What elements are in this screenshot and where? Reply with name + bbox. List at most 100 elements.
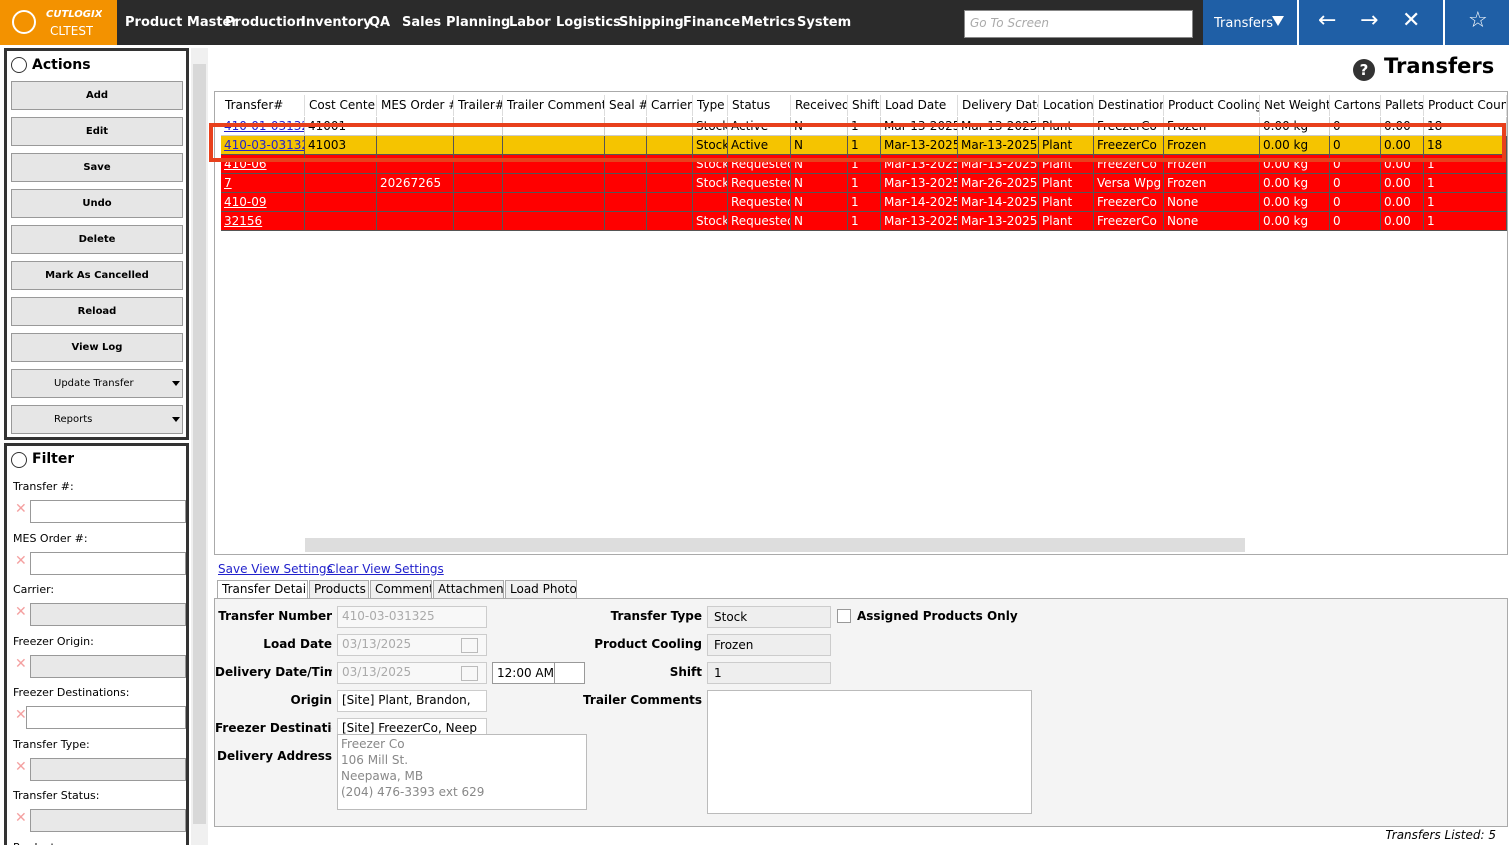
clear-icon[interactable]: ✕: [15, 553, 27, 569]
column-header[interactable]: Cartons: [1330, 95, 1381, 116]
field-input[interactable]: [Site] Plant, Brandon,: [337, 690, 487, 712]
field-select[interactable]: Stock: [707, 606, 831, 628]
menu-item[interactable]: QA: [369, 15, 390, 30]
tab[interactable]: Products: [309, 580, 369, 599]
filter-input[interactable]: [30, 603, 186, 626]
clear-icon[interactable]: ✕: [15, 604, 27, 620]
filter-input[interactable]: [30, 655, 186, 678]
column-header[interactable]: Net Weight: [1260, 95, 1330, 116]
address-line: Freezer Co: [341, 737, 405, 751]
menu-item[interactable]: Logistics: [556, 15, 621, 30]
action-button[interactable]: Reload: [11, 297, 183, 326]
dropdown-button[interactable]: Reports: [11, 405, 183, 434]
menu-item[interactable]: System: [797, 15, 851, 30]
grid-cell[interactable]: 32156: [221, 212, 305, 231]
grid-cell: 1: [848, 174, 881, 193]
action-button[interactable]: Delete: [11, 225, 183, 254]
dropdown-arrow: [1272, 16, 1284, 26]
tab[interactable]: Comments: [370, 580, 432, 599]
action-button[interactable]: Save: [11, 153, 183, 182]
field-label: Trailer Comments: [555, 693, 702, 707]
h-scrollbar: [305, 538, 1245, 552]
tab[interactable]: Transfer Details: [217, 580, 308, 599]
column-header[interactable]: Location: [1039, 95, 1094, 116]
column-header[interactable]: Status: [728, 95, 791, 116]
comments-box[interactable]: [707, 690, 1032, 814]
grid-cell: Mar-26-2025: [958, 174, 1039, 193]
column-header[interactable]: Type: [693, 95, 728, 116]
grid-cell: Mar-14-2025: [958, 193, 1039, 212]
field-label: Transfer Number: [215, 609, 332, 623]
menu-item[interactable]: Metrics: [741, 15, 795, 30]
filter-input[interactable]: [30, 500, 186, 523]
column-header[interactable]: Product Cooling: [1164, 95, 1260, 116]
clear-icon[interactable]: ✕: [15, 656, 27, 672]
scroll-thumb: [193, 64, 206, 824]
column-header[interactable]: Shift: [848, 95, 881, 116]
screen-select[interactable]: Transfers: [1214, 16, 1273, 31]
column-header[interactable]: Delivery Date: [958, 95, 1039, 116]
filter-label: Transfer Type:: [13, 738, 90, 751]
tab[interactable]: Load Photos: [505, 580, 577, 599]
checkbox[interactable]: [837, 609, 851, 623]
action-button[interactable]: Undo: [11, 189, 183, 218]
clear-icon[interactable]: ✕: [15, 707, 27, 723]
filter-label: Product:: [13, 841, 58, 845]
forward-button[interactable]: →: [1360, 8, 1378, 33]
clear-icon[interactable]: ✕: [15, 810, 27, 826]
selection-outline: [209, 123, 1506, 162]
grid-cell: 0.00 kg: [1260, 174, 1330, 193]
column-header[interactable]: Trailer Comments: [503, 95, 605, 116]
column-header[interactable]: Seal #: [605, 95, 647, 116]
menu-item[interactable]: Production: [225, 15, 305, 30]
menu-item[interactable]: Finance: [683, 15, 740, 30]
column-header[interactable]: Received: [791, 95, 848, 116]
action-button[interactable]: View Log: [11, 333, 183, 362]
action-button[interactable]: Add: [11, 81, 183, 110]
search-box[interactable]: Go To Screen: [964, 10, 1193, 38]
field-select[interactable]: 1: [707, 662, 831, 684]
column-header[interactable]: Destination: [1094, 95, 1164, 116]
action-button[interactable]: Edit: [11, 117, 183, 146]
column-header[interactable]: Cost Center: [305, 95, 377, 116]
filter-input[interactable]: [26, 706, 186, 729]
menu-item[interactable]: Sales: [402, 15, 441, 30]
menu-item[interactable]: Product Master: [125, 15, 238, 30]
link[interactable]: Clear View Settings: [327, 562, 444, 576]
field-input[interactable]: 410-03-031325: [337, 606, 487, 628]
menu-item[interactable]: Shipping: [619, 15, 684, 30]
dropdown-button[interactable]: Update Transfer: [11, 369, 183, 398]
field-select[interactable]: Frozen: [707, 634, 831, 656]
tab[interactable]: Attachments: [433, 580, 504, 599]
menu-item[interactable]: Planning: [446, 15, 510, 30]
grid-cell: 1: [848, 212, 881, 231]
column-header[interactable]: Trailer#: [454, 95, 503, 116]
back-button[interactable]: ←: [1318, 8, 1336, 33]
favorite-button[interactable]: ☆: [1468, 8, 1488, 33]
address-line: Neepawa, MB: [341, 769, 423, 783]
column-header[interactable]: Carrier: [647, 95, 693, 116]
menu-item[interactable]: Inventory: [301, 15, 372, 30]
grid-cell: [377, 212, 454, 231]
filter-input[interactable]: [30, 758, 186, 781]
clear-icon[interactable]: ✕: [15, 501, 27, 517]
clear-icon[interactable]: ✕: [15, 759, 27, 775]
column-header[interactable]: Transfer#: [221, 95, 305, 116]
link[interactable]: Save View Settings: [218, 562, 333, 576]
column-header[interactable]: Product Count: [1424, 95, 1507, 116]
grid-cell: 1: [1424, 193, 1507, 212]
column-header[interactable]: Load Date: [881, 95, 958, 116]
grid-cell: [693, 193, 728, 212]
grid-cell[interactable]: 7: [221, 174, 305, 193]
filter-input[interactable]: [30, 552, 186, 575]
menu-item[interactable]: Labor: [509, 15, 551, 30]
column-header[interactable]: Pallets: [1381, 95, 1424, 116]
grid-cell[interactable]: 410-09: [221, 193, 305, 212]
column-header[interactable]: MES Order #: [377, 95, 454, 116]
filter-input[interactable]: [30, 809, 186, 832]
close-button[interactable]: ✕: [1402, 8, 1420, 33]
grid-cell: [503, 193, 605, 212]
action-button[interactable]: Mark As Cancelled: [11, 261, 183, 290]
